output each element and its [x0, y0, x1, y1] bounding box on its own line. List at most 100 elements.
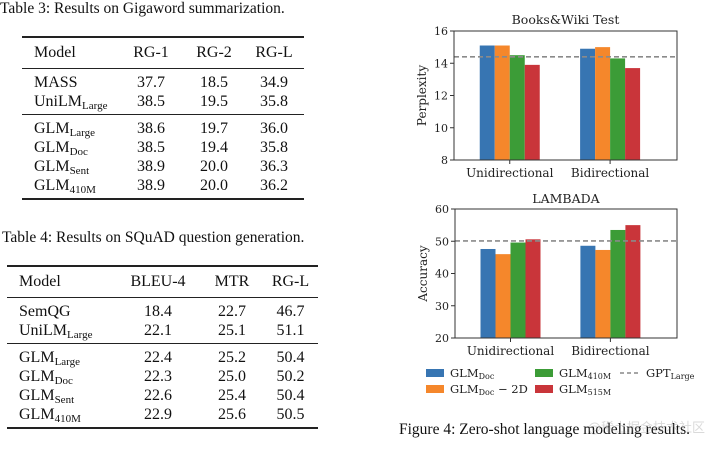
score-cell: 36.2	[260, 177, 288, 194]
y-tick-label: 14	[434, 57, 448, 70]
table-row: GLMDoc 38.5 19.4 35.8	[22, 138, 304, 158]
axes-frame	[453, 30, 678, 161]
baseline-group: MASS 37.7 18.5 34.9 UniLMLarge 38.5 19.5 35.8	[22, 69, 304, 115]
bar	[580, 245, 596, 338]
score-cell: 22.6	[144, 387, 172, 404]
score-cell: 18.4	[144, 303, 172, 320]
score-cell: 50.5	[276, 406, 305, 423]
bar	[524, 64, 540, 160]
score-cell: 25.0	[218, 368, 246, 385]
column-header: RG-L	[255, 44, 293, 61]
score-cell: 19.4	[200, 139, 228, 156]
bar	[610, 58, 626, 160]
model-subscript: 410M	[69, 184, 96, 196]
score-cell: 38.5	[137, 93, 165, 110]
y-tick-label: 20	[435, 332, 449, 345]
bar	[625, 68, 641, 160]
column-header: RG-L	[271, 273, 310, 290]
bar	[494, 45, 510, 161]
score-cell: 50.2	[276, 368, 305, 385]
column-header: Model	[34, 44, 76, 61]
x-tick-label: Unidirectional	[467, 344, 555, 358]
table-row: SemQG 18.4 22.7 46.7	[7, 298, 318, 322]
score-cell: 22.7	[218, 303, 246, 320]
table3-caption: Table 3: Results on Gigaword summarizati…	[0, 0, 285, 17]
score-cell: 25.4	[218, 387, 246, 404]
figure4-caption: Figure 4: Zero-shot language modeling re…	[399, 421, 690, 438]
y-tick-label: 30	[435, 300, 449, 313]
x-tick-label: Bidirectional	[571, 344, 650, 358]
score-cell: 46.7	[276, 303, 305, 320]
legend-label: GPTLarge	[646, 366, 695, 381]
bar	[580, 48, 596, 160]
table-row: GLMDoc 22.3 25.0 50.2	[7, 367, 318, 387]
table-row: MASS 37.7 18.5 34.9	[22, 69, 304, 93]
score-cell: 51.1	[276, 322, 305, 339]
score-cell: 36.3	[260, 158, 288, 175]
x-tick-label: Bidirectional	[571, 166, 650, 180]
score-cell: 25.1	[218, 322, 246, 339]
bar	[480, 248, 496, 338]
table-row: GLM410M 22.9 25.6 50.5	[7, 405, 318, 428]
bar	[479, 45, 495, 161]
column-header: BLEU-4	[130, 273, 186, 290]
model-subscript: Doc	[69, 146, 88, 158]
table3-gigaword: Model RG-1 RG-2 RG-L MASS 37.7 18.5 34.9 UniLML…	[22, 36, 304, 200]
score-cell: 38.9	[137, 177, 165, 194]
score-cell: 34.9	[260, 74, 288, 91]
model-subscript: Sent	[69, 165, 90, 177]
chart-title: Books&Wiki Test	[512, 12, 620, 27]
score-cell: 38.9	[137, 158, 165, 175]
glm-group: GLMLarge 22.4 25.2 50.4 GLMDoc 22.3 25.0 50.2 GL…	[7, 343, 318, 428]
model-name: GLMSent	[34, 158, 90, 177]
model-name: GLMDoc	[19, 368, 73, 387]
table-row: GLMLarge 38.6 19.7 36.0	[22, 115, 304, 139]
chart-title: LAMBADA	[532, 191, 600, 206]
score-cell: 25.2	[218, 349, 246, 366]
legend-swatch	[535, 385, 553, 393]
table-row: GLMLarge 22.4 25.2 50.4	[7, 344, 318, 368]
glm-group: GLMLarge 38.6 19.7 36.0 GLMDoc 38.5 19.4 35.8 GL…	[22, 114, 304, 199]
table-row: GLMSent 38.9 20.0 36.3	[22, 157, 304, 177]
score-cell: 22.1	[144, 322, 172, 339]
score-cell: 36.0	[260, 120, 288, 137]
score-cell: 50.4	[276, 349, 305, 366]
legend-label: GLMDoc − 2D	[450, 382, 528, 397]
legend-swatch	[426, 369, 444, 377]
bar	[525, 239, 541, 338]
score-cell: 20.0	[200, 158, 228, 175]
legend-label: GLM410M	[559, 366, 611, 381]
column-header: RG-2	[196, 44, 232, 61]
y-tick-label: 50	[435, 235, 449, 248]
score-cell: 22.4	[144, 349, 172, 366]
model-subscript: 410M	[54, 413, 81, 425]
score-cell: 25.6	[218, 406, 246, 423]
model-subscript: Doc	[54, 375, 73, 387]
model-subscript: Large	[67, 329, 93, 341]
score-cell: 22.3	[144, 368, 172, 385]
y-axis-label: Accuracy	[416, 245, 430, 302]
model-name: GLM410M	[19, 406, 81, 425]
table-header-row: Model RG-1 RG-2 RG-L	[22, 37, 304, 69]
score-cell: 37.7	[137, 74, 165, 91]
model-name: GLMSent	[19, 387, 75, 406]
model-name: GLM410M	[34, 177, 96, 196]
y-tick-label: 12	[434, 90, 448, 103]
bar	[610, 229, 626, 338]
table-row: UniLMLarge 22.1 25.1 51.1	[7, 321, 318, 344]
table-row: GLMSent 22.6 25.4 50.4	[7, 386, 318, 406]
bar	[595, 47, 611, 160]
column-header: RG-1	[133, 44, 169, 61]
bar	[495, 254, 511, 338]
bar	[509, 55, 525, 160]
column-header: MTR	[214, 273, 250, 290]
y-axis-label: Perplexity	[415, 65, 429, 126]
model-name: GLMDoc	[34, 139, 88, 158]
table-row: GLM410M 38.9 20.0 36.2	[22, 176, 304, 199]
y-tick-label: 60	[435, 203, 449, 216]
model-name: MASS	[34, 74, 78, 91]
x-tick-label: Unidirectional	[466, 166, 554, 180]
legend-label: GLM515M	[559, 382, 611, 397]
model-subscript: Large	[82, 100, 108, 112]
